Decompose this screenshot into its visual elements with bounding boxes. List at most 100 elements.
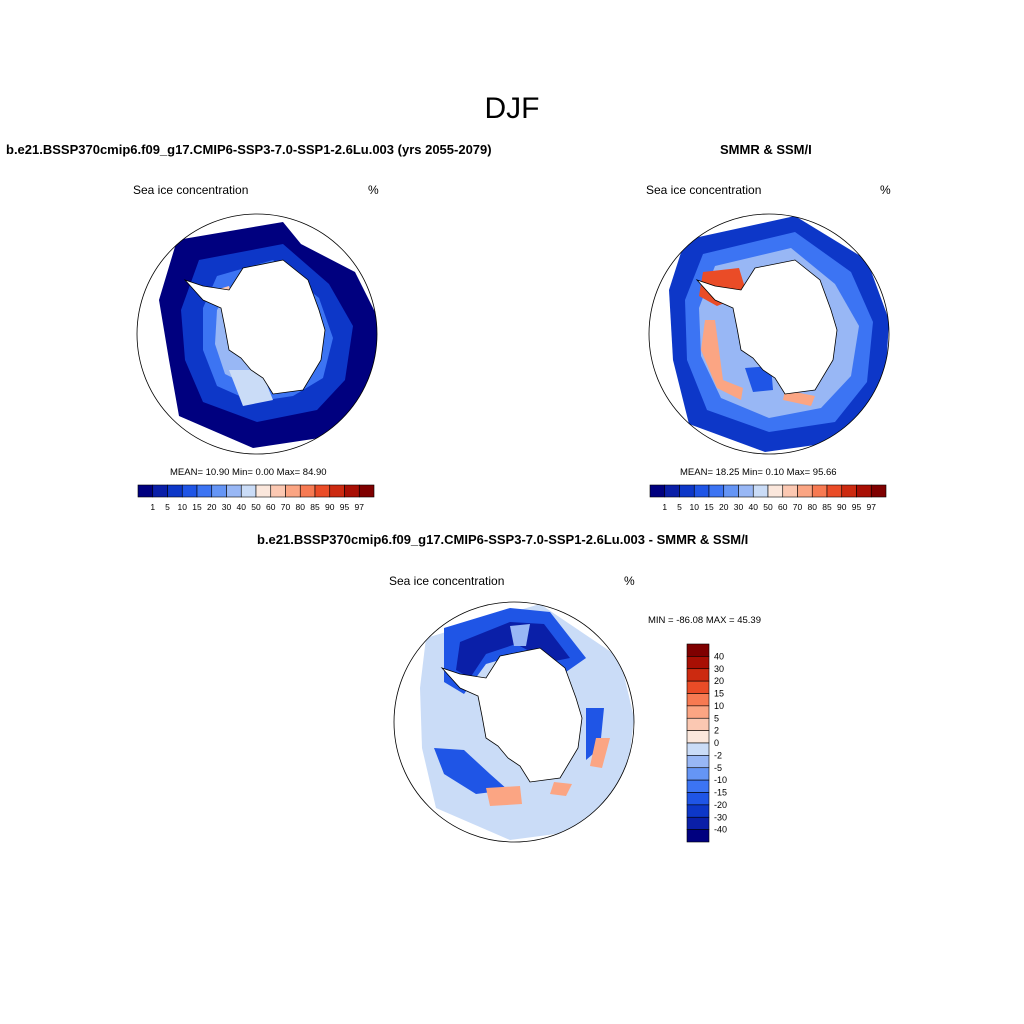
diff-units-label: % [624,574,635,588]
diff-colorbar-box [686,693,710,707]
diff-colorbar-tick-label: 30 [714,664,724,674]
diff-colorbar-box [686,717,710,731]
diff-panel-title: b.e21.BSSP370cmip6.f09_g17.CMIP6-SSP3-7.… [257,532,749,547]
obs-stats: MEAN= 18.25 Min= 0.10 Max= 95.66 [680,467,837,478]
diff-colorbar-tick-label: 2 [714,726,719,736]
diff-colorbar-box [686,668,710,682]
obs-colorbar-tick-label: 70 [793,502,803,512]
diff-colorbar-tick-label: -30 [714,812,727,822]
obs-colorbar-tick-label: 85 [822,502,832,512]
model-colorbar-tick-label: 10 [178,502,188,512]
model-colorbar-tick-label: 80 [296,502,306,512]
model-colorbar-box [167,484,183,498]
model-colorbar-box [358,484,375,498]
model-colorbar-tick-label: 1 [150,502,155,512]
diff-colorbar-tick-label: -20 [714,800,727,810]
obs-colorbar-box [782,484,798,498]
model-polar-map [136,213,378,455]
diff-colorbar-box [686,680,710,694]
obs-colorbar-box [870,484,887,498]
obs-colorbar-tick-label: 95 [852,502,862,512]
obs-colorbar-tick-label: 50 [763,502,773,512]
model-colorbar-box [329,484,345,498]
model-colorbar-tick-label: 70 [281,502,291,512]
diff-colorbar-tick-label: 5 [714,713,719,723]
diff-colorbar-box [686,792,710,806]
model-colorbar-tick-label: 85 [310,502,320,512]
model-panel-title: b.e21.BSSP370cmip6.f09_g17.CMIP6-SSP3-7.… [6,142,492,157]
model-colorbar-box [270,484,286,498]
diff-colorbar-tick-label: 15 [714,689,724,699]
model-colorbar-box [137,484,154,498]
model-colorbar-tick-label: 90 [325,502,335,512]
diff-colorbar-tick-label: 40 [714,651,724,661]
diff-colorbar-box [686,779,710,793]
diff-colorbar-box [686,656,710,670]
model-colorbar-box [181,484,198,498]
diff-colorbar-tick-label: -2 [714,750,722,760]
diff-colorbar-box [686,804,710,818]
obs-colorbar-tick-label: 10 [690,502,700,512]
diff-variable-label: Sea ice concentration [389,574,505,588]
model-colorbar-box [299,484,316,498]
obs-colorbar: 1 5 10 15 20 30 40 50 60 70 80 85 90 95 97 [649,484,887,512]
model-colorbar-box [152,484,168,498]
model-colorbar-tick-label: 40 [237,502,247,512]
diff-colorbar-tick-label: -15 [714,788,727,798]
diff-stats: MIN = -86.08 MAX = 45.39 [648,615,762,626]
obs-colorbar-tick-label: 40 [749,502,759,512]
obs-colorbar-box [723,484,739,498]
diff-colorbar-tick-label: -5 [714,763,722,773]
obs-colorbar-box [811,484,828,498]
figure-title: DJF [484,92,540,125]
obs-colorbar-box [856,484,872,498]
model-colorbar-tick-label: 95 [340,502,350,512]
obs-colorbar-box [767,484,784,498]
model-colorbar-box [285,484,301,498]
obs-colorbar-box [826,484,843,498]
diff-colorbar-box [686,643,710,657]
diff-colorbar-box [686,730,710,744]
diff-colorbar-box [686,705,710,719]
obs-variable-label: Sea ice concentration [646,183,762,197]
model-colorbar-tick-label: 60 [266,502,276,512]
obs-colorbar-box [679,484,695,498]
obs-colorbar-box [797,484,813,498]
model-colorbar-box [344,484,360,498]
model-colorbar-box [196,484,213,498]
diff-colorbar-box [686,767,710,781]
model-colorbar-tick-label: 5 [165,502,170,512]
model-colorbar-tick-label: 30 [222,502,232,512]
obs-colorbar-box [841,484,857,498]
diff-colorbar-tick-label: 0 [714,738,719,748]
diff-colorbar-box [686,742,710,756]
obs-colorbar-box [664,484,680,498]
obs-colorbar-tick-label: 1 [662,502,667,512]
obs-colorbar-tick-label: 80 [808,502,818,512]
model-colorbar-tick-label: 15 [192,502,202,512]
obs-colorbar-tick-label: 60 [778,502,788,512]
diff-colorbar-tick-label: -10 [714,775,727,785]
obs-units-label: % [880,183,891,197]
model-units-label: % [368,183,379,197]
obs-colorbar-box [649,484,666,498]
diff-colorbar-tick-label: 20 [714,676,724,686]
obs-polar-map [648,213,890,455]
model-colorbar-tick-label: 97 [355,502,365,512]
model-colorbar-box [226,484,242,498]
obs-colorbar-tick-label: 97 [867,502,877,512]
model-colorbar-box [211,484,227,498]
model-colorbar-tick-label: 50 [251,502,261,512]
obs-colorbar-tick-label: 90 [837,502,847,512]
obs-colorbar-tick-label: 20 [719,502,729,512]
diff-colorbar-box [686,816,710,830]
diff-colorbar-tick-label: 10 [714,701,724,711]
obs-colorbar-box [693,484,710,498]
obs-colorbar-tick-label: 5 [677,502,682,512]
obs-colorbar-box [738,484,754,498]
diff-colorbar-box [686,755,710,769]
obs-colorbar-tick-label: 30 [734,502,744,512]
obs-colorbar-tick-label: 15 [704,502,714,512]
model-colorbar-box [240,484,257,498]
